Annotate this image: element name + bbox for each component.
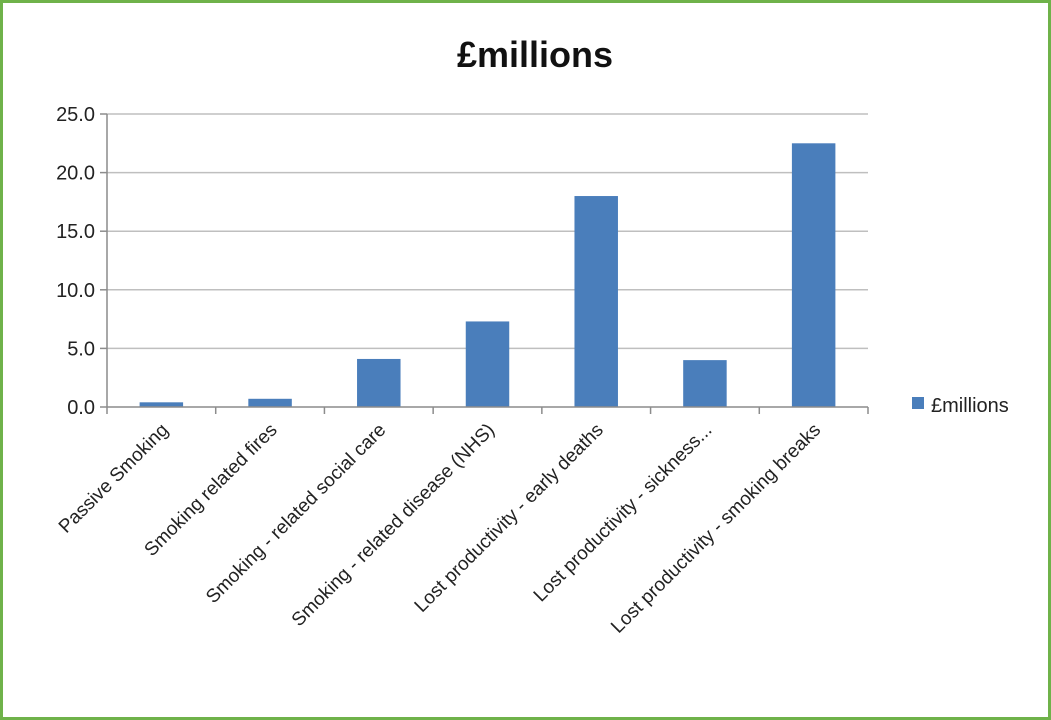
y-tick-label: 10.0 bbox=[56, 280, 95, 302]
x-tick-label: Lost productivity - sickness... bbox=[530, 420, 717, 607]
bar bbox=[683, 360, 727, 407]
y-tick-label: 25.0 bbox=[56, 104, 95, 126]
y-tick-label: 0.0 bbox=[67, 397, 95, 419]
bar bbox=[139, 402, 184, 407]
gridlines bbox=[100, 113, 868, 408]
bars bbox=[139, 143, 836, 408]
bar bbox=[465, 321, 510, 407]
x-tick-label: Passive Smoking bbox=[55, 420, 173, 538]
y-axis-ticks: 0.0 5.0 10.0 15.0 20.0 25.0 bbox=[56, 104, 95, 419]
bar bbox=[574, 196, 618, 407]
x-axis bbox=[106, 114, 869, 414]
y-tick-label: 5.0 bbox=[67, 338, 95, 360]
bar bbox=[791, 143, 836, 408]
chart-title: £millions bbox=[457, 34, 613, 75]
legend-swatch bbox=[912, 397, 924, 409]
y-tick-label: 20.0 bbox=[56, 163, 95, 185]
x-tick-label: Lost productivity - early deaths bbox=[411, 420, 608, 617]
x-tick-label: Smoking - related social care bbox=[202, 420, 390, 608]
y-tick-label: 15.0 bbox=[56, 221, 95, 243]
legend: £millions bbox=[912, 395, 1009, 417]
bar bbox=[248, 398, 292, 407]
bar bbox=[357, 358, 401, 407]
legend-label: £millions bbox=[931, 395, 1009, 417]
x-tick-label: Lost productivity - smoking breaks bbox=[607, 420, 825, 638]
x-tick-label: Smoking - related disease (NHS) bbox=[288, 420, 499, 631]
